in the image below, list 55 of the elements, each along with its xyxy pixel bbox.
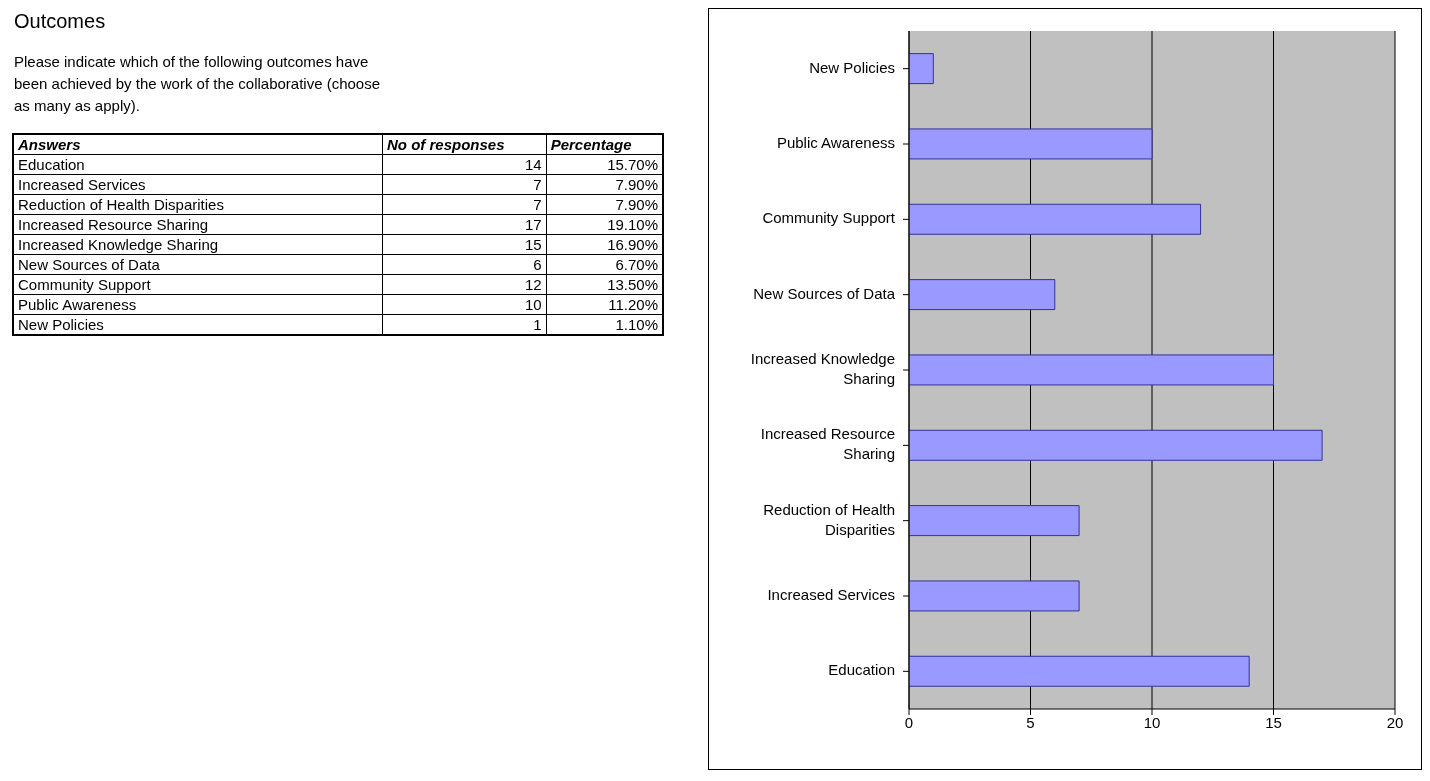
- y-tick-label: Education: [828, 661, 895, 679]
- x-tick-label: 5: [1026, 713, 1035, 731]
- category-label: Community Support: [13, 274, 383, 295]
- data-label: 6.70%: [546, 254, 663, 275]
- data-label: 10: [382, 294, 547, 315]
- y-tick-label: Increased Resource Sharing: [760, 425, 895, 463]
- x-tick-label: 10: [1143, 713, 1161, 731]
- y-tick-label: Increased Services: [767, 585, 895, 603]
- category-label: New Sources of Data: [13, 254, 383, 275]
- data-label: 15.70%: [546, 154, 663, 175]
- data-label: 7.90%: [546, 174, 663, 195]
- y-tick-label: New Policies: [809, 58, 895, 76]
- y-tick-label: Increased Knowledge Sharing: [750, 349, 895, 387]
- bar: [909, 655, 1250, 687]
- category-label: Education: [13, 154, 383, 175]
- data-label: 1: [382, 314, 547, 335]
- category-label: New Policies: [13, 314, 383, 335]
- data-label: 17: [382, 214, 547, 235]
- data-label: 7: [382, 174, 547, 195]
- data-label: 19.10%: [546, 214, 663, 235]
- data-label: 1.10%: [546, 314, 663, 335]
- text: Percentage: [546, 134, 663, 155]
- data-label: 6: [382, 254, 547, 275]
- y-tick-label: Public Awareness: [776, 133, 895, 151]
- data-label: 16.90%: [546, 234, 663, 255]
- data-label: 7.90%: [546, 194, 663, 215]
- y-tick-label: Community Support: [762, 209, 896, 227]
- bar: [909, 429, 1323, 461]
- category-label: Increased Resource Sharing: [13, 214, 383, 235]
- text: Outcomes: [14, 10, 107, 33]
- category-label: Public Awareness: [13, 294, 383, 315]
- y-tick-label: Reduction of Health Disparities: [763, 500, 895, 538]
- data-label: 7: [382, 194, 547, 215]
- data-label: 11.20%: [546, 294, 663, 315]
- data-label: 12: [382, 274, 547, 295]
- category-label: Increased Services: [13, 174, 383, 195]
- data-label: 15: [382, 234, 547, 255]
- x-tick-label: 0: [904, 713, 914, 731]
- bar: [909, 53, 934, 85]
- bar: [909, 354, 1274, 386]
- text: Answers: [13, 134, 383, 155]
- text: Please indicate which of the following outcomes have been achieved by the work of the collaborative (choose as many as apply).: [14, 52, 382, 116]
- y-tick-label: New Sources of Data: [753, 284, 896, 302]
- data-label: 13.50%: [546, 274, 663, 295]
- bar: [909, 279, 1056, 311]
- category-label: Increased Knowledge Sharing: [13, 234, 383, 255]
- bar: [909, 203, 1202, 235]
- x-tick-label: 20: [1386, 713, 1404, 731]
- bar: [909, 128, 1153, 160]
- text: No of responses: [382, 134, 547, 155]
- x-tick-label: 15: [1265, 713, 1282, 731]
- data-label: 14: [382, 154, 547, 175]
- bar: [909, 505, 1080, 537]
- category-label: Reduction of Health Disparities: [13, 194, 383, 215]
- bar: [909, 580, 1080, 612]
